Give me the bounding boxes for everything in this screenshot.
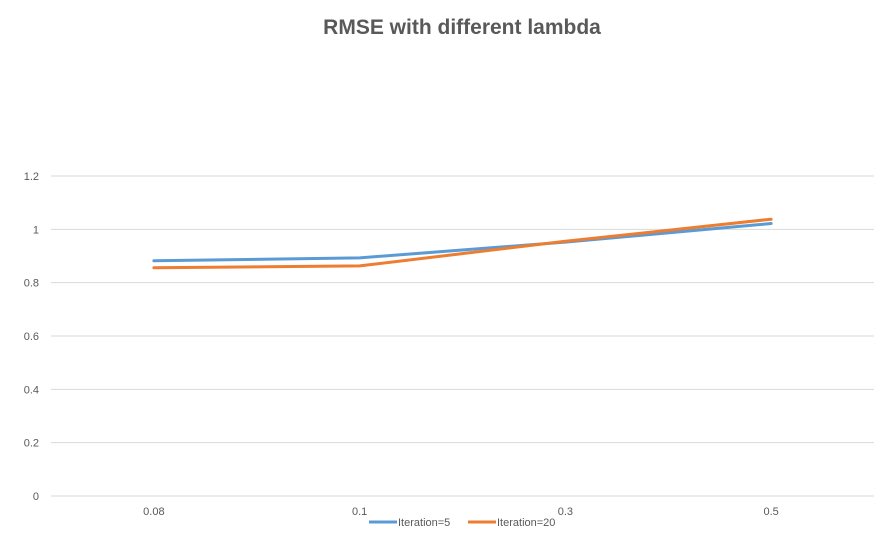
gridlines (51, 175, 874, 497)
y-tick-label: 0.6 (24, 331, 39, 343)
series-line-2 (152, 217, 773, 270)
series-line-1 (152, 222, 773, 263)
legend-label: Iteration=5 (398, 517, 450, 529)
x-tick-label: 0.3 (558, 506, 573, 518)
legend: Iteration=5 Iteration=20 (369, 517, 555, 529)
x-tick-label: 0.5 (763, 506, 778, 518)
y-tick-label: 0.4 (24, 384, 39, 396)
y-tick-label: 1 (33, 224, 39, 236)
y-tick-label: 0.2 (24, 438, 39, 450)
series-lines (152, 217, 773, 270)
chart-title: RMSE with different lambda (323, 16, 601, 39)
x-tick-label: 0.08 (143, 506, 164, 518)
legend-label: Iteration=20 (497, 517, 555, 529)
y-tick-label: 0 (33, 491, 39, 503)
y-tick-label: 1.2 (24, 171, 39, 183)
y-axis-ticks: 0 0.2 0.4 0.6 0.8 1 1.2 (24, 171, 39, 503)
y-tick-label: 0.8 (24, 278, 39, 290)
x-tick-label: 0.1 (352, 506, 367, 518)
x-axis-ticks: 0.08 0.1 0.3 0.5 (143, 506, 779, 518)
